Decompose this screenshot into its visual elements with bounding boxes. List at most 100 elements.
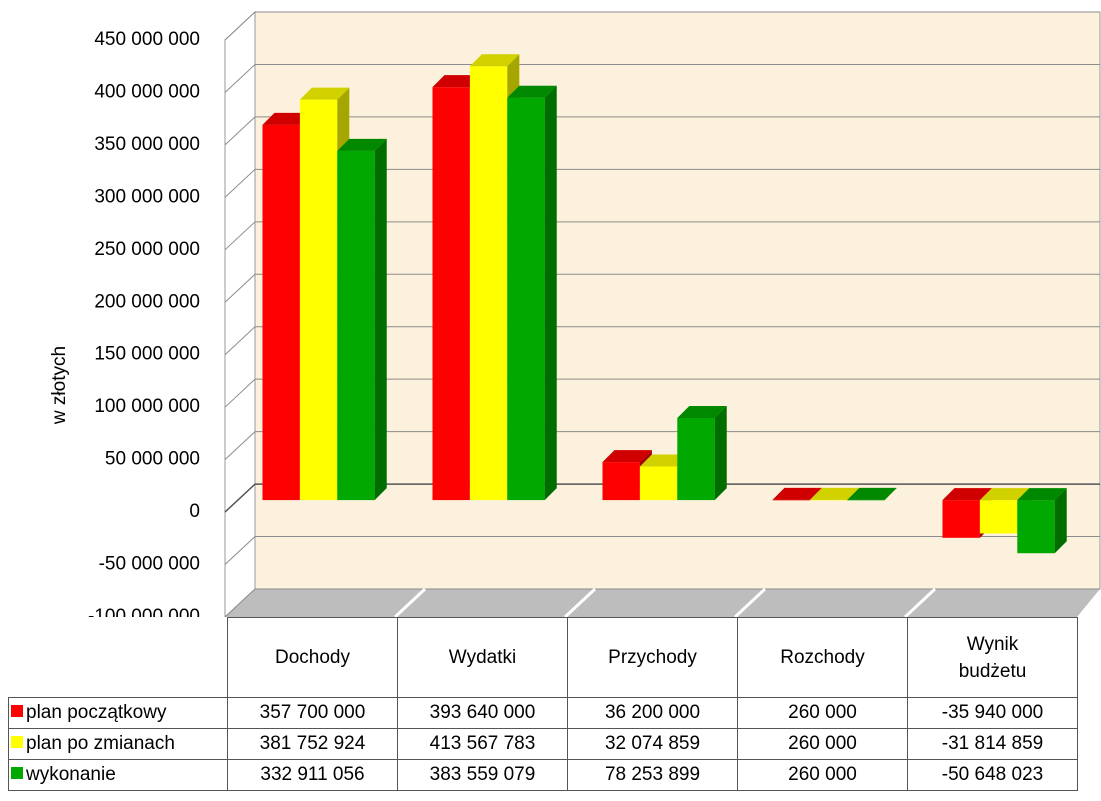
value-cell: 357 700 000 [227, 697, 398, 729]
legend-swatch [11, 705, 23, 717]
grid-line [224, 378, 1100, 408]
grid-line [224, 221, 1100, 251]
bar-top [942, 488, 992, 501]
chart: w złotych -100 000 000 -50 000 000 0 50 000… [49, 10, 1101, 617]
value-cell: -50 648 023 [907, 759, 1078, 791]
grid-line [224, 11, 1100, 41]
y-tick-label: 400 000 000 [94, 81, 200, 102]
bar-side [884, 487, 897, 501]
legend-swatch [11, 736, 23, 748]
y-tick-label: 450 000 000 [94, 29, 200, 50]
side-wall [224, 10, 256, 617]
bar-front [979, 500, 1018, 534]
bar-side-shade [714, 405, 727, 501]
bar-top [809, 487, 860, 500]
value-cell: 383 559 079 [397, 759, 568, 791]
bar-top [979, 488, 1030, 501]
bar-front [507, 97, 545, 501]
category-label: Dochody [275, 647, 350, 668]
bar-front [432, 87, 470, 501]
y-tick-label: 150 000 000 [94, 344, 200, 365]
header-row: Dochody Wydatki Przychody Rozchody Wynik bud… [8, 617, 1078, 698]
bar-front [677, 417, 715, 501]
bar-top [432, 75, 482, 88]
header-cell: Przychody [567, 617, 738, 698]
bar-top [1017, 488, 1067, 501]
floor-divider [903, 587, 937, 617]
value-cell: 32 074 859 [567, 728, 738, 760]
value-cell: 36 200 000 [567, 697, 738, 729]
value-cell: 78 253 899 [567, 759, 738, 791]
value-cell: 260 000 [737, 728, 908, 760]
header-cell: Rozchody [737, 617, 908, 698]
y-tick-label: 250 000 000 [94, 239, 200, 260]
y-tick-label: 300 000 000 [94, 186, 200, 207]
bar-top [847, 487, 897, 500]
legend-label: plan początkowy [26, 702, 167, 723]
bar-front [337, 150, 375, 501]
legend-cell: plan po zmianach [8, 728, 228, 760]
bar-top [337, 138, 387, 151]
bar [1017, 488, 1067, 554]
bar-top-shade [262, 112, 312, 125]
grid-line [224, 326, 1100, 356]
bar-top-shade [772, 487, 822, 500]
bar [507, 85, 557, 501]
y-tick-label: 0 [189, 501, 200, 522]
bar-side-shade [544, 85, 557, 501]
bar-top [772, 487, 822, 500]
legend-cell: plan początkowy [8, 697, 228, 729]
floor-divider [393, 587, 427, 617]
bar-front [262, 124, 300, 501]
bar-top [639, 454, 690, 467]
legend-label: wykonanie [26, 764, 116, 785]
data-table: Dochody Wydatki Przychody Rozchody Wynik bud… [8, 617, 1078, 791]
bars [262, 54, 1067, 554]
header-cell: Dochody [227, 617, 398, 698]
floor-divider [563, 587, 597, 617]
value-cell: 260 000 [737, 697, 908, 729]
grid-line [224, 536, 1100, 565]
legend-label: plan po zmianach [26, 733, 175, 754]
bar-side [374, 138, 387, 501]
value-cell: 413 567 783 [397, 728, 568, 760]
bar-top-shade [602, 450, 652, 463]
bar-side-shade [374, 138, 387, 501]
bar [847, 487, 897, 501]
grid-line [224, 63, 1100, 93]
bar-side-shade [1054, 488, 1067, 554]
value-cell: 260 000 [737, 759, 908, 791]
value-cell: -31 814 859 [907, 728, 1078, 760]
bar-top [299, 87, 350, 100]
bar-side [1054, 488, 1067, 554]
bar [337, 138, 387, 501]
header-cell: Wynik budżetu [907, 617, 1078, 698]
bar-top-shade [507, 85, 557, 98]
legend-cell: wykonanie [8, 759, 228, 791]
category-label: Wydatki [448, 647, 517, 668]
bar-side [714, 405, 727, 501]
bar-top-shade [677, 405, 727, 418]
bar-front [1017, 500, 1055, 554]
grid-line [224, 588, 1100, 617]
bar-side-shade [884, 487, 897, 501]
grid-line [224, 431, 1100, 461]
grid-line [224, 168, 1100, 198]
category-label: Wynik budżetu [958, 633, 1027, 682]
bar-top [469, 54, 520, 67]
bar [677, 405, 727, 501]
bar-top-shade [337, 138, 387, 151]
y-tick-label: 200 000 000 [94, 291, 200, 312]
bar-top-shade [847, 487, 897, 500]
bar-top-shade [942, 488, 992, 501]
value-cell: 332 911 056 [227, 759, 398, 791]
bar-front [809, 499, 848, 501]
bar-top [677, 405, 727, 418]
grid-line [224, 483, 1100, 513]
bar-front [772, 499, 810, 501]
data-row: wykonanie 332 911 056 383 559 079 78 253 89… [8, 759, 1078, 791]
data-row: plan początkowy 357 700 000 393 640 000 36 … [8, 697, 1078, 729]
bar-top-shade [299, 87, 350, 100]
grid [224, 11, 1100, 617]
